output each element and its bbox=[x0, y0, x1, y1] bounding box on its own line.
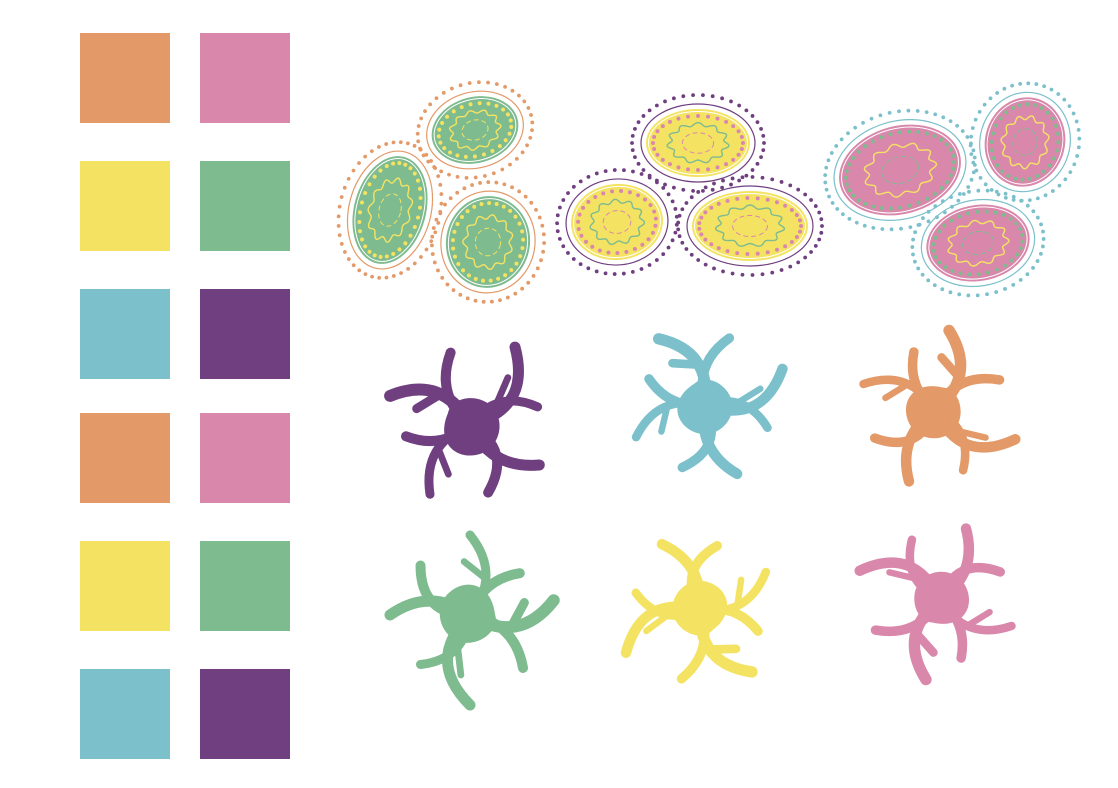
amoeba-shape bbox=[375, 515, 578, 717]
amoeba-shape bbox=[856, 524, 1018, 688]
cell bbox=[676, 175, 824, 277]
cell bbox=[551, 163, 684, 281]
yellow-cells-cluster bbox=[551, 93, 824, 281]
amoeba-shape bbox=[857, 322, 1019, 486]
amoeba-shape bbox=[606, 520, 799, 712]
amoeba-shape bbox=[390, 347, 539, 494]
cell-clusters bbox=[322, 67, 1095, 313]
amoeba-shapes bbox=[375, 301, 1019, 717]
cell bbox=[955, 69, 1094, 215]
cell bbox=[322, 128, 459, 292]
cell bbox=[405, 67, 546, 192]
green-cells-cluster bbox=[322, 67, 556, 313]
pink-cells-cluster bbox=[809, 69, 1094, 308]
amoeba-shape bbox=[605, 301, 801, 497]
